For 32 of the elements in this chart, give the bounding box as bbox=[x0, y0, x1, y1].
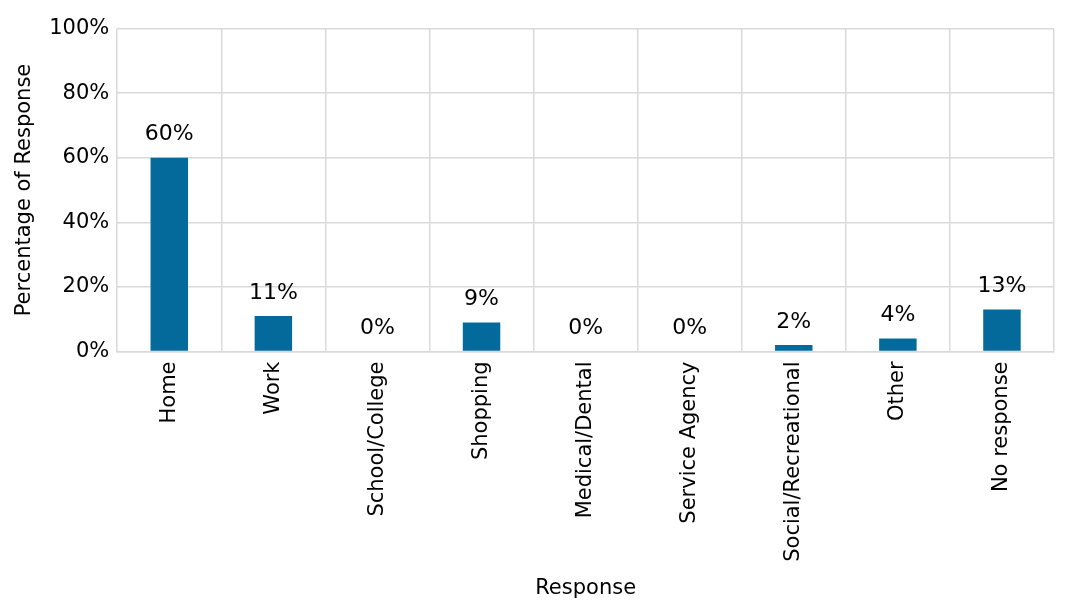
x-tick-label: Other bbox=[884, 361, 909, 422]
y-tick-label: 60% bbox=[62, 144, 110, 169]
x-tick-label: Service Agency bbox=[676, 361, 701, 524]
y-tick-label: 100% bbox=[49, 15, 110, 40]
x-axis-title: Response bbox=[535, 574, 637, 599]
x-tick-label: Medical/Dental bbox=[572, 361, 597, 519]
x-tick-label: No response bbox=[988, 361, 1013, 493]
x-tick-label: School/College bbox=[363, 361, 388, 517]
data-label: 11% bbox=[248, 278, 298, 304]
bar bbox=[775, 345, 813, 351]
data-label: 4% bbox=[880, 301, 916, 327]
data-label: 60% bbox=[144, 120, 194, 146]
y-tick-label: 0% bbox=[75, 337, 110, 362]
data-label: 9% bbox=[464, 285, 499, 311]
data-label: 13% bbox=[977, 272, 1027, 298]
y-axis-title: Percentage of Response bbox=[11, 63, 36, 317]
x-tick-label: Shopping bbox=[467, 361, 492, 461]
bar bbox=[879, 338, 917, 351]
x-tick-label: Home bbox=[155, 361, 180, 424]
x-tick-label: Social/Recreational bbox=[780, 361, 805, 562]
bar bbox=[150, 157, 189, 351]
y-tick-label: 40% bbox=[62, 208, 110, 233]
x-tick-label: Work bbox=[259, 360, 284, 415]
data-label: 0% bbox=[672, 314, 708, 340]
y-tick-label: 80% bbox=[62, 79, 110, 104]
data-label: 2% bbox=[776, 307, 812, 333]
y-tick-label: 20% bbox=[62, 273, 110, 298]
data-label: 0% bbox=[360, 314, 395, 340]
bar bbox=[462, 322, 501, 351]
data-label: 0% bbox=[568, 314, 604, 340]
bar bbox=[254, 315, 293, 351]
bar bbox=[983, 309, 1021, 351]
